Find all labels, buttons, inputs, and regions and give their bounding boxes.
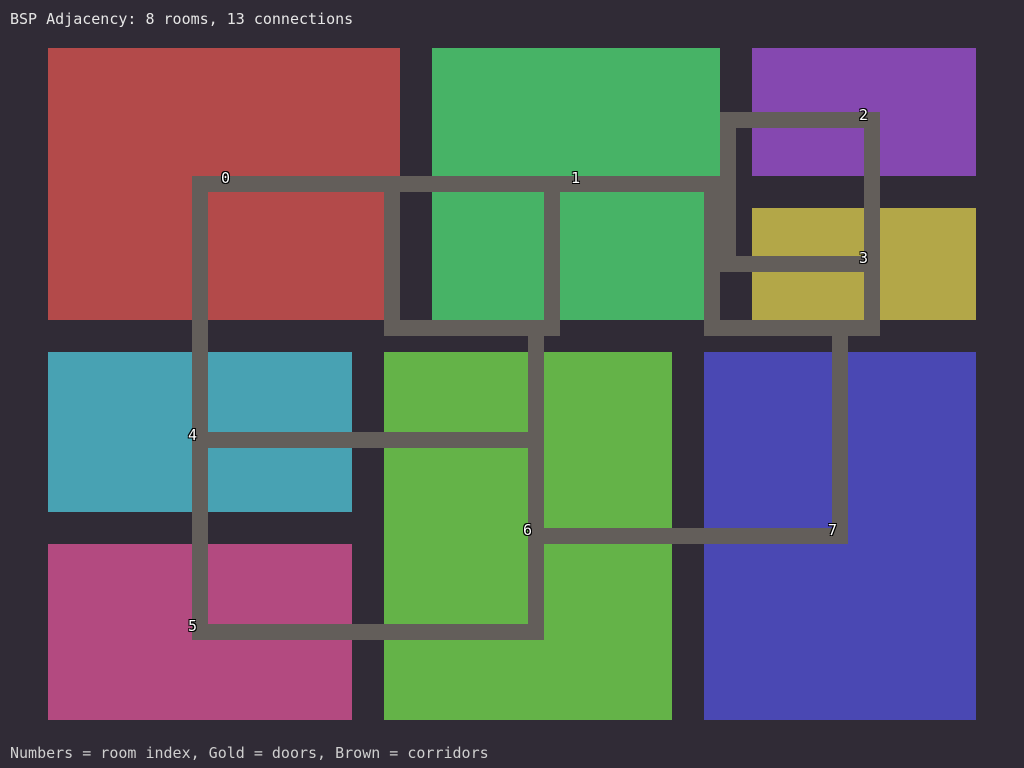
corridor [720,112,736,272]
corridor [192,624,544,640]
corridor [384,320,560,336]
corridor [384,176,400,336]
corridor [832,320,848,544]
corridor [704,320,880,336]
room-index-label: 7 [828,521,838,539]
legend-text: Numbers = room index, Gold = doors, Brow… [10,744,489,762]
corridor [544,176,560,336]
corridor [192,176,720,192]
corridor [192,176,208,640]
corridor [528,528,848,544]
corridor [528,320,544,640]
room-index-label: 2 [859,106,869,124]
room-index-label: 4 [188,426,198,444]
corridor [720,256,880,272]
room-index-label: 0 [221,169,231,187]
corridor [704,176,720,336]
corridor [192,432,544,448]
title: BSP Adjacency: 8 rooms, 13 connections [10,10,354,28]
room-index-label: 1 [571,169,581,187]
room-index-label: 6 [523,521,533,539]
corridor [864,112,880,336]
corridor [720,112,880,128]
room-index-label: 5 [188,617,198,635]
room-index-label: 3 [859,249,869,267]
